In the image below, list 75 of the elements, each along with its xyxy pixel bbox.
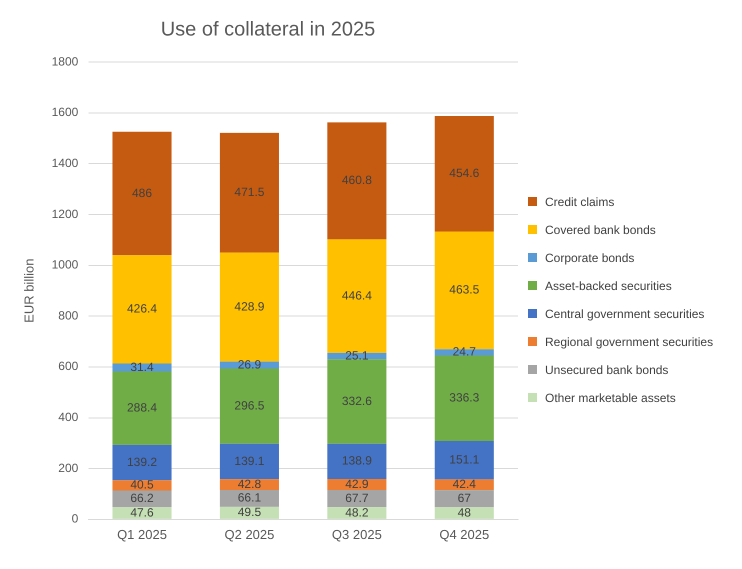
bar bbox=[434, 116, 494, 232]
legend-label: Regional government securities bbox=[545, 334, 714, 348]
bar bbox=[220, 490, 279, 507]
bar bbox=[220, 252, 279, 362]
x-tick-label: Q1 2025 bbox=[117, 526, 167, 542]
bar bbox=[112, 132, 172, 256]
bar bbox=[327, 239, 386, 353]
data-label: 454.6 bbox=[449, 166, 480, 180]
bar bbox=[220, 368, 279, 444]
legend-label: Corporate bonds bbox=[545, 250, 634, 264]
data-label: 139.2 bbox=[126, 454, 158, 469]
data-label: 47.6 bbox=[130, 505, 154, 520]
bar bbox=[112, 255, 172, 364]
bar bbox=[220, 132, 279, 253]
bar bbox=[327, 122, 386, 240]
data-label: 471.5 bbox=[234, 185, 265, 200]
data-label: 486 bbox=[132, 186, 152, 200]
data-label: 31.4 bbox=[130, 360, 154, 374]
bar bbox=[220, 444, 279, 480]
y-tick-label: 1000 bbox=[52, 258, 79, 272]
data-label: 426.4 bbox=[126, 302, 158, 316]
data-label: 42.4 bbox=[452, 477, 476, 492]
y-tick-label: 400 bbox=[58, 410, 79, 424]
data-label: 332.6 bbox=[342, 394, 372, 408]
y-tick-label: 600 bbox=[58, 359, 79, 374]
data-label: 42.8 bbox=[238, 476, 262, 491]
bar bbox=[112, 444, 172, 480]
y-tick-label: 1200 bbox=[52, 206, 79, 221]
bar bbox=[327, 444, 386, 480]
data-label: 336.3 bbox=[449, 390, 480, 405]
x-tick-label: Q2 2025 bbox=[224, 526, 274, 542]
bar bbox=[112, 372, 172, 445]
data-label: 463.5 bbox=[449, 282, 480, 297]
data-label: 151.1 bbox=[449, 452, 480, 467]
data-label: 296.5 bbox=[234, 398, 265, 412]
y-tick-label: 200 bbox=[58, 460, 79, 475]
data-label: 48.2 bbox=[345, 505, 369, 520]
data-label: 288.4 bbox=[126, 400, 158, 414]
y-tick-label: 0 bbox=[72, 512, 79, 526]
bar bbox=[112, 490, 172, 508]
data-label: 24.7 bbox=[452, 344, 476, 359]
data-label: 26.9 bbox=[238, 357, 262, 372]
legend-label: Unsecured bank bonds bbox=[545, 362, 668, 376]
data-label: 40.5 bbox=[130, 478, 154, 492]
y-tick-label: 1400 bbox=[52, 156, 79, 170]
bar bbox=[434, 507, 494, 519]
legend-label: Other marketable assets bbox=[545, 390, 676, 404]
legend-label: Central government securities bbox=[545, 306, 704, 320]
y-tick-label: 1600 bbox=[52, 105, 79, 120]
data-label: 42.9 bbox=[345, 476, 369, 491]
x-tick-label: Q4 2025 bbox=[439, 526, 490, 542]
bar bbox=[434, 356, 494, 442]
data-label: 66.1 bbox=[238, 490, 262, 505]
bar bbox=[327, 490, 386, 508]
y-axis-title: EUR billion bbox=[21, 258, 36, 323]
data-label: 66.2 bbox=[130, 491, 154, 506]
data-label: 460.8 bbox=[342, 173, 372, 188]
data-label: 446.4 bbox=[342, 288, 372, 302]
bar bbox=[434, 490, 494, 508]
x-tick-label: Q3 2025 bbox=[332, 526, 382, 542]
y-tick-label: 800 bbox=[58, 308, 79, 322]
y-tick-label: 1800 bbox=[52, 54, 79, 68]
data-label: 67 bbox=[458, 491, 472, 505]
data-label: 428.9 bbox=[234, 299, 265, 314]
bar bbox=[434, 441, 494, 480]
data-label: 48 bbox=[458, 505, 472, 520]
legend-label: Covered bank bonds bbox=[545, 222, 656, 236]
data-label: 138.9 bbox=[342, 454, 372, 468]
chart-title: Use of collateral in 2025 bbox=[160, 18, 376, 41]
legend-label: Asset-backed securities bbox=[545, 278, 672, 292]
bar bbox=[327, 359, 386, 444]
legend-label: Credit claims bbox=[545, 194, 614, 208]
data-label: 49.5 bbox=[238, 505, 262, 520]
data-label: 139.1 bbox=[234, 454, 265, 468]
data-label: 67.7 bbox=[345, 490, 369, 505]
